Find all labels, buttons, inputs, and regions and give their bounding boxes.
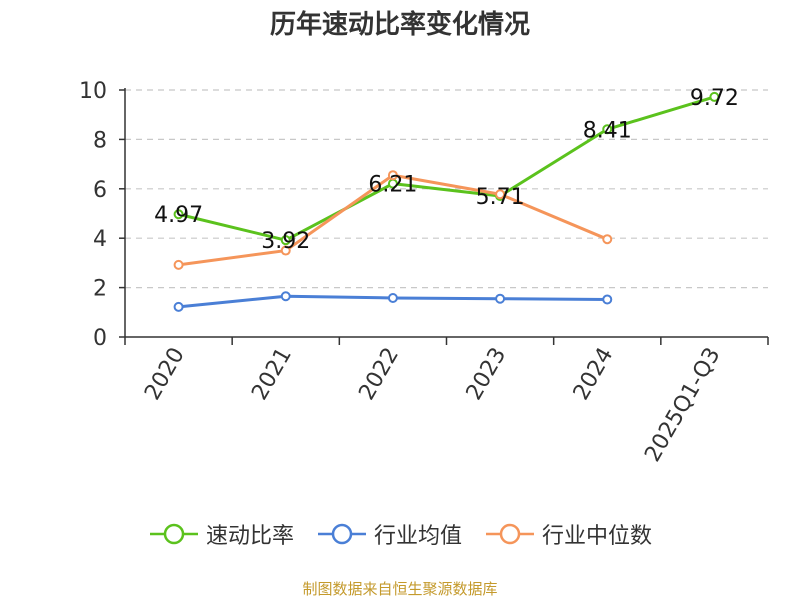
legend-label: 行业均值 (373, 524, 462, 549)
x-tick-label: 2021 (247, 344, 297, 405)
legend-swatch (486, 523, 534, 545)
data-point (173, 259, 184, 270)
data-point (387, 292, 398, 303)
y-tick-label: 0 (93, 326, 107, 351)
x-tick-label: 2024 (569, 344, 619, 405)
x-tick-label: 2023 (462, 344, 512, 405)
data-point (602, 124, 613, 135)
data-label: 3.92 (261, 229, 310, 254)
x-tick-label: 2022 (354, 344, 404, 405)
data-point (709, 91, 720, 102)
data-point (495, 189, 506, 200)
data-point (280, 245, 291, 256)
legend-item[interactable]: 速动比率 (148, 518, 294, 550)
legend-item[interactable]: 行业中位数 (484, 518, 652, 550)
source-note: 制图数据来自恒生聚源数据库 (302, 580, 498, 598)
x-tick-label: 2020 (140, 344, 190, 405)
x-tick-label: 2025Q1-Q3 (640, 344, 725, 467)
data-label: 5.71 (476, 185, 525, 210)
legend-swatch (149, 523, 198, 545)
data-label: 8.41 (583, 118, 632, 143)
data-point (280, 235, 291, 246)
data-point (387, 170, 398, 181)
axes: 0 2 4 6 8 10 2020 2021 2022 2023 2024 2025Q1-Q3 (79, 79, 769, 467)
legend-label: 行业中位数 (542, 524, 653, 549)
series-lines (173, 91, 720, 312)
legend-label: 速动比率 (205, 524, 294, 549)
y-tick-label: 4 (93, 227, 107, 252)
data-label: 9.72 (690, 86, 739, 111)
y-tick-label: 8 (93, 128, 107, 153)
y-tick-label: 2 (93, 277, 107, 302)
legend-item[interactable]: 行业均值 (316, 518, 462, 550)
series-line (178, 95, 715, 242)
data-point (173, 209, 184, 220)
legend: 速动比率 行业均值 行业中位数 (0, 518, 800, 550)
chart-title: 历年速动比率变化情况 (269, 10, 530, 40)
data-point (173, 301, 184, 312)
y-tick-label: 6 (93, 178, 107, 203)
y-tick-label: 10 (79, 79, 107, 104)
data-label: 4.97 (154, 203, 203, 228)
data-point (602, 234, 613, 245)
data-label: 6.21 (368, 173, 417, 198)
data-labels: 4.97 3.92 6.21 5.71 8.41 9.72 (154, 86, 739, 254)
data-point (495, 293, 506, 304)
data-point (280, 291, 291, 302)
data-point (602, 294, 613, 305)
legend-swatch (317, 523, 366, 545)
